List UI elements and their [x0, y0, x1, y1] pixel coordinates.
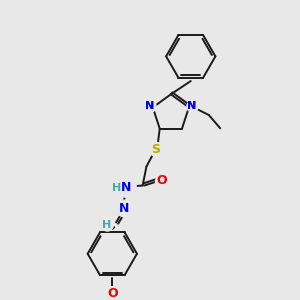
Text: N: N [146, 101, 154, 112]
Text: S: S [152, 143, 160, 156]
Text: O: O [107, 287, 118, 300]
Text: H: H [112, 183, 122, 193]
Text: N: N [187, 101, 196, 112]
Text: O: O [156, 174, 167, 187]
Text: N: N [118, 202, 129, 215]
Text: H: H [102, 220, 111, 230]
Text: N: N [187, 101, 196, 112]
Text: N: N [146, 101, 154, 112]
Text: N: N [121, 181, 132, 194]
